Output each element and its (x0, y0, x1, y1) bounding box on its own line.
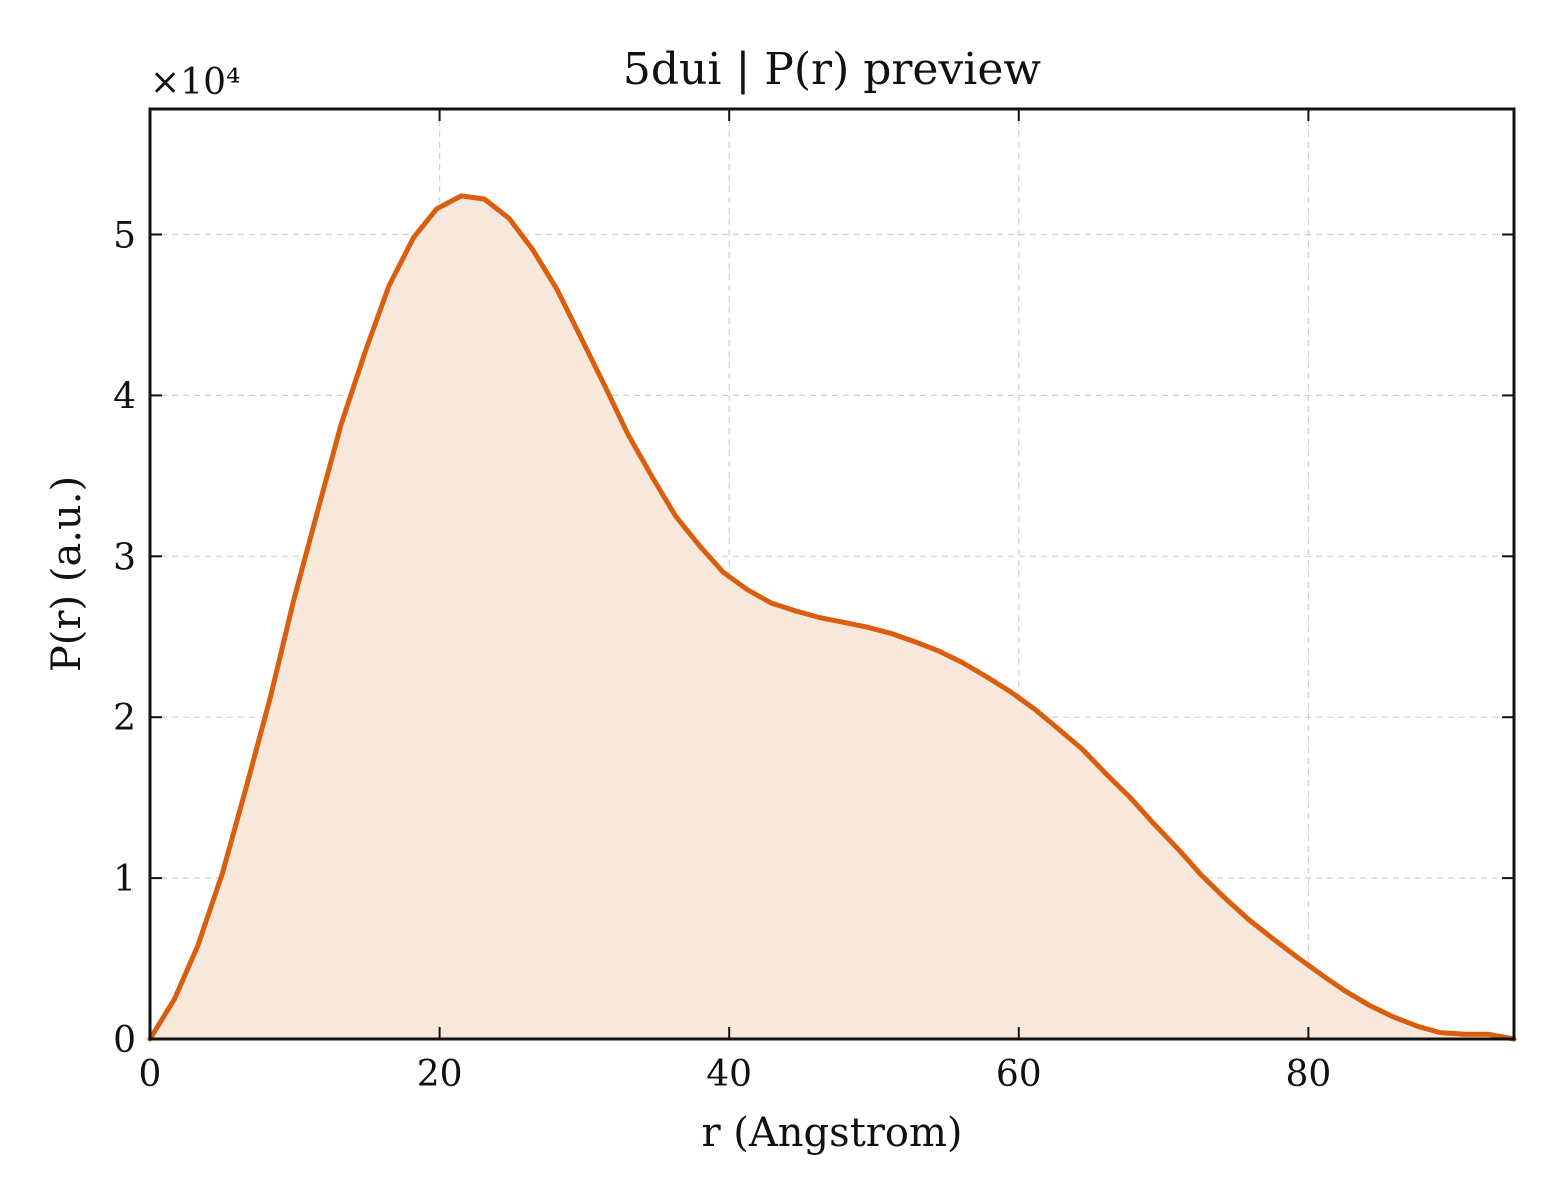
series-line (147, 193, 1517, 1042)
x-tick-label: 60 (996, 1054, 1042, 1095)
x-tick-label: 40 (706, 1054, 752, 1095)
x-axis-label: r (Angstrom) (701, 1110, 962, 1156)
area-fill (150, 195, 1514, 1039)
y-tick-label: 2 (113, 698, 136, 739)
x-tick-label: 0 (139, 1054, 162, 1095)
y-tick-label: 0 (113, 1020, 136, 1061)
y-tick-label: 4 (113, 376, 136, 417)
axis-ticks: 0 20 40 60 80 0 1 2 3 4 5 (113, 109, 1514, 1095)
y-tick-label: 3 (113, 537, 136, 578)
x-tick-label: 20 (417, 1054, 463, 1095)
y-tick-label: 1 (113, 859, 136, 900)
chart-title: 5dui | P(r) preview (623, 44, 1042, 95)
y-axis-multiplier: ×10⁴ (150, 62, 240, 103)
y-axis-label: P(r) (a.u.) (44, 476, 90, 672)
plot-frame (148, 107, 1516, 1041)
y-tick-label: 5 (113, 216, 136, 257)
x-tick-label: 80 (1285, 1054, 1331, 1095)
